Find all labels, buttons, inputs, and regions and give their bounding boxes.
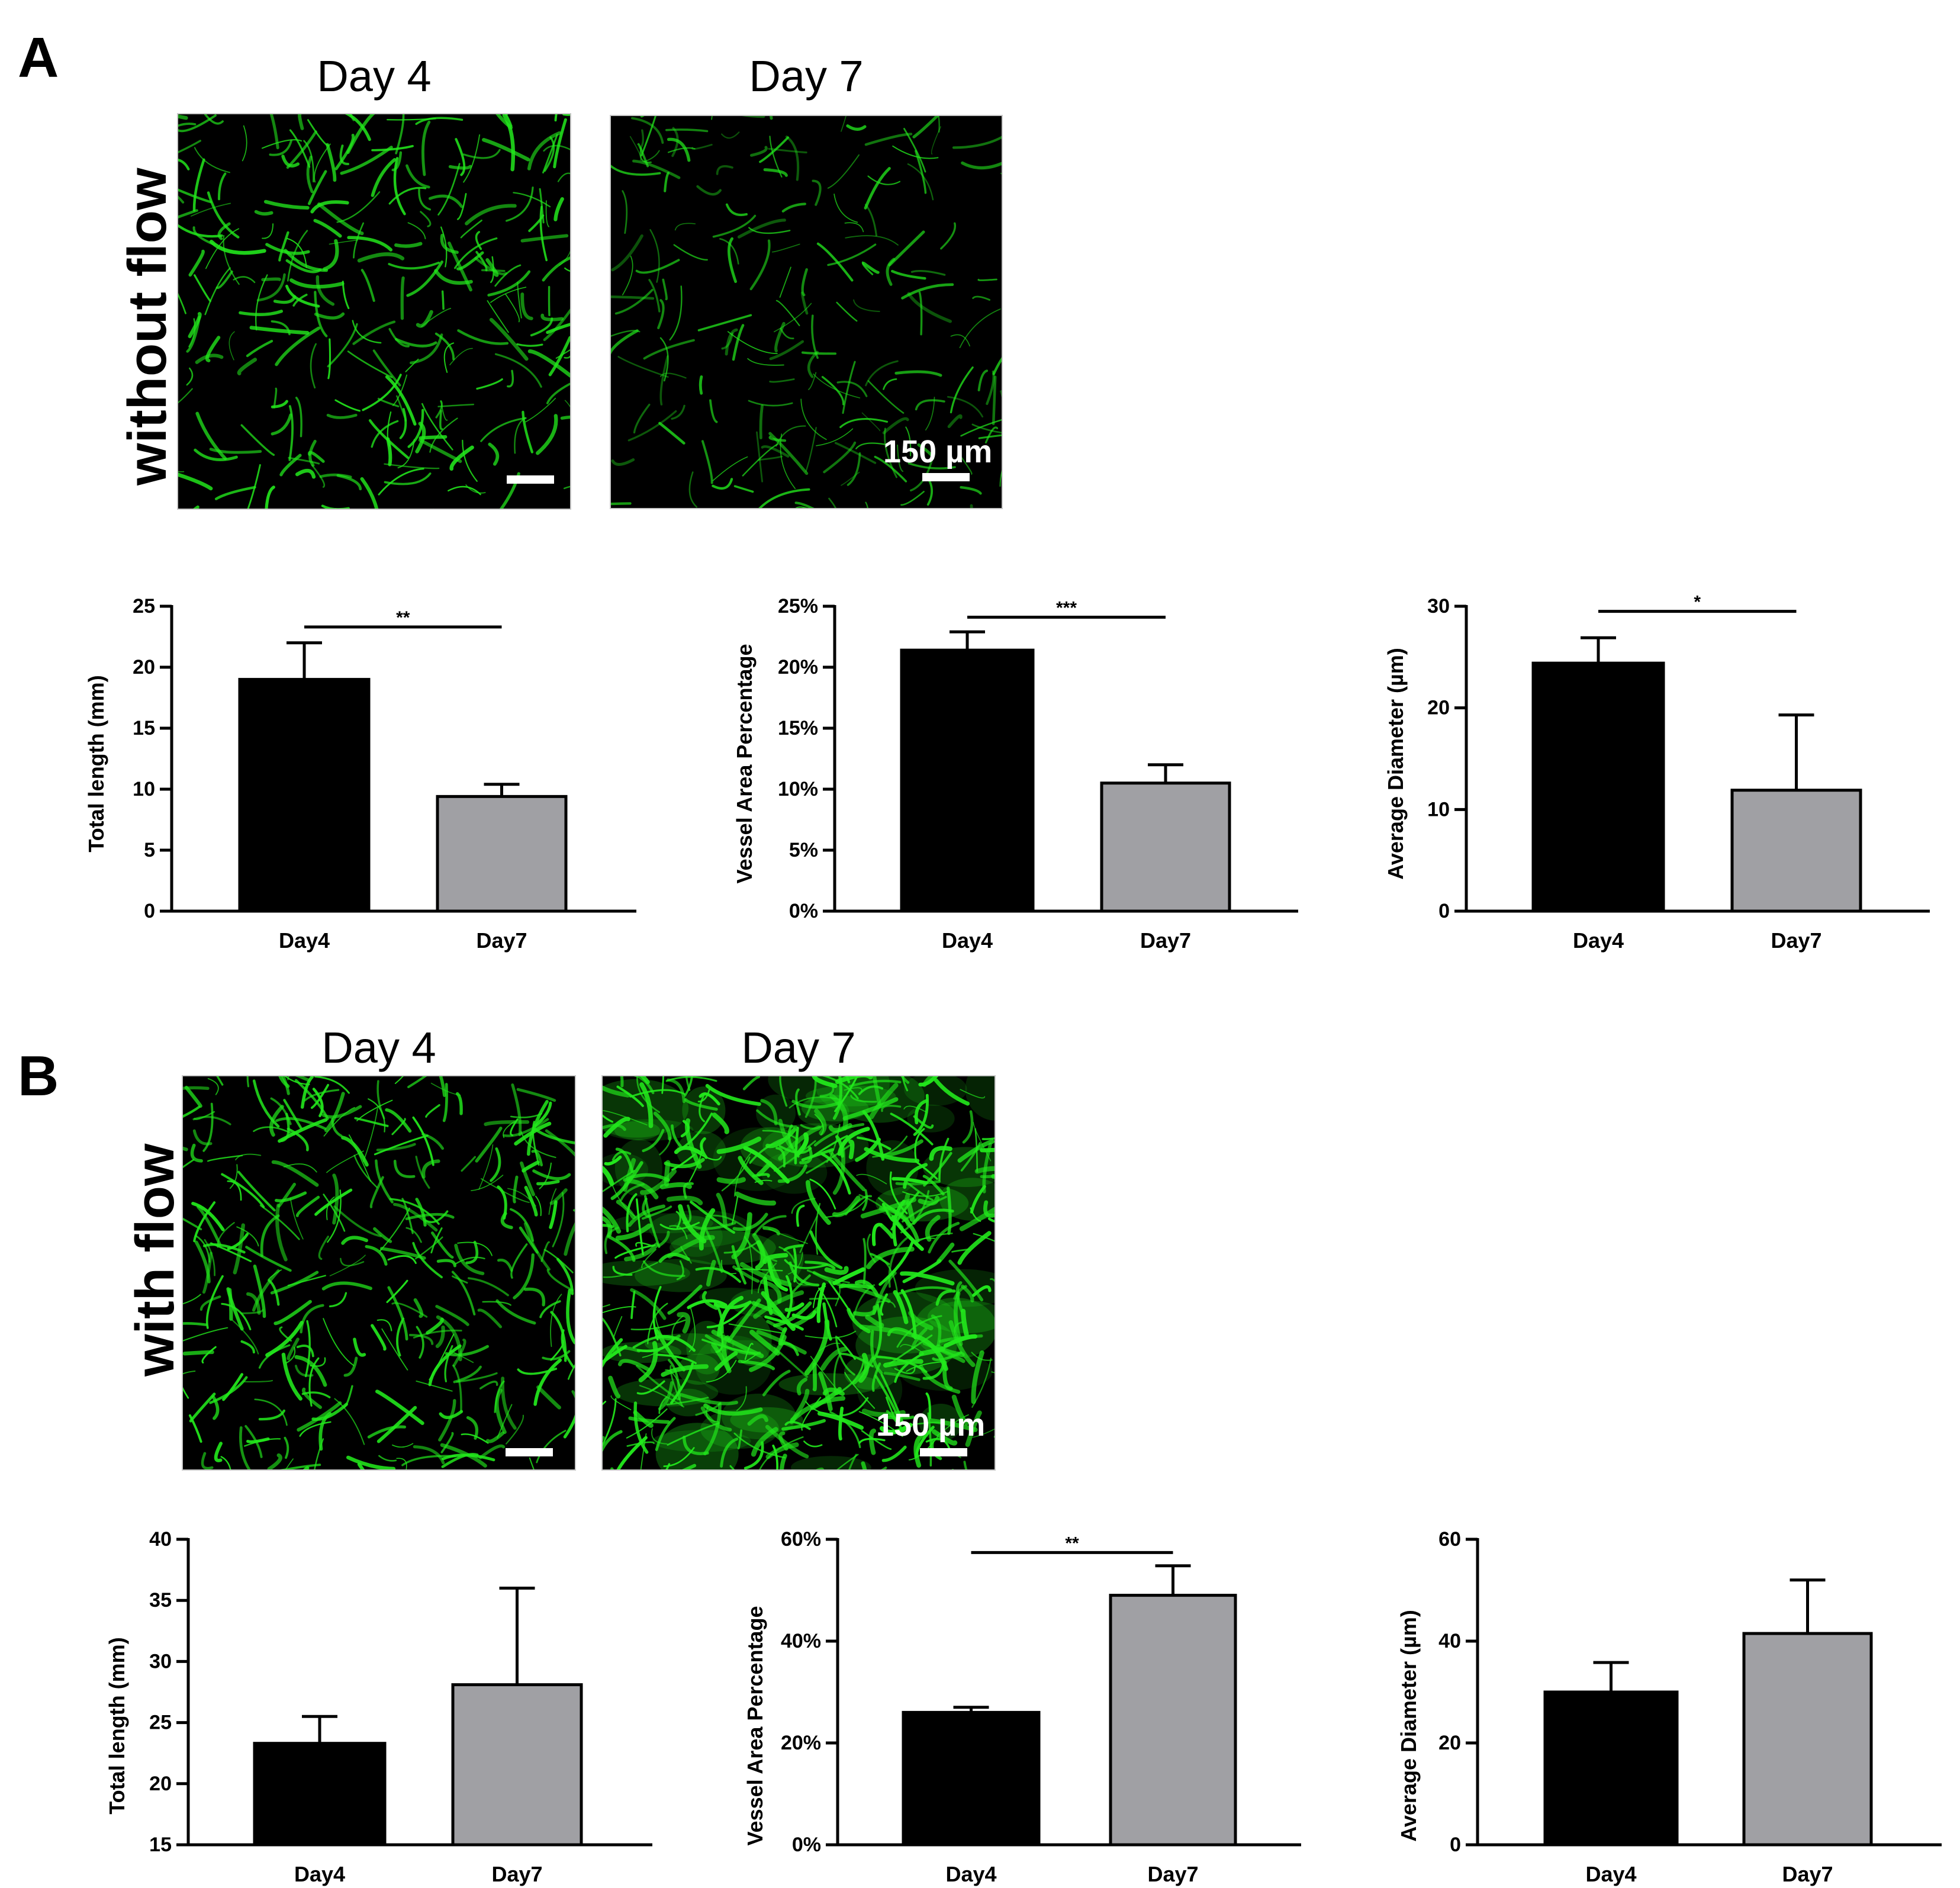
x-tick-label: Day4 [1573,928,1624,953]
y-axis-label: Total length (mm) [84,675,108,852]
y-tick-label: 40 [149,1528,172,1551]
y-tick-label: 0% [789,900,818,922]
micrograph-b-day7: 150 µm [601,1075,996,1471]
y-axis-label: Vessel Area Percentage [732,644,757,884]
micrograph-b-day4 [182,1075,576,1471]
x-tick-label: Day4 [1585,1862,1636,1886]
y-tick-label: 25 [149,1712,172,1734]
y-tick-label: 60 [1438,1528,1461,1551]
panel-letter-b: B [18,1044,59,1108]
image-title-b-day7: Day 7 [741,1023,856,1072]
image-title-a-day4: Day 4 [317,52,432,101]
y-tick-label: 0 [144,900,155,922]
x-tick-label: Day7 [1147,1862,1198,1886]
y-tick-label: 20% [778,656,818,678]
bar-day7 [1100,781,1231,913]
y-tick-label: 0 [1438,900,1450,922]
y-axis-label: Average Diameter (µm) [1383,648,1408,880]
x-tick-label: Day7 [1782,1862,1833,1886]
bar-day4 [900,648,1035,913]
scale-bar [507,475,554,484]
bar-day7 [451,1683,583,1847]
y-tick-label: 20 [1438,1732,1461,1754]
y-tick-label: 40 [1438,1630,1461,1652]
y-tick-label: 15 [133,717,155,739]
x-tick-label: Day7 [1771,928,1821,953]
bar-day4 [253,1742,387,1847]
micrograph-a-day4 [177,113,571,510]
bar-day4 [238,678,371,913]
panel-letter-a: A [18,26,59,89]
y-tick-label: 5 [144,839,155,861]
y-tick-label: 5% [789,839,818,861]
y-tick-label: 0% [792,1834,821,1856]
y-tick-label: 40% [781,1630,821,1652]
bar-day7 [436,795,568,913]
y-tick-label: 10% [778,778,818,800]
bar-day4 [1531,661,1665,913]
significance-marker: ** [396,608,410,628]
x-tick-label: Day4 [945,1862,996,1886]
x-tick-label: Day4 [279,928,330,953]
bar-day7 [1109,1594,1237,1847]
y-tick-label: 20 [133,656,155,678]
y-tick-label: 25% [778,595,818,617]
scale-bar [920,1448,967,1456]
y-tick-label: 0 [1450,1834,1461,1856]
x-tick-label: Day7 [1140,928,1191,953]
x-tick-label: Day4 [294,1862,345,1886]
bar-day7 [1730,789,1862,913]
x-tick-label: Day7 [476,928,527,953]
fluorescence-texture [178,114,570,509]
scale-bar [506,1448,553,1456]
scale-bar-label: 150 µm [883,434,993,469]
scale-bar-label: 150 µm [876,1407,986,1443]
y-tick-label: 30 [149,1650,172,1672]
x-tick-label: Day7 [491,1862,542,1886]
y-tick-label: 15% [778,717,818,739]
y-tick-label: 35 [149,1589,172,1612]
bar-day4 [1543,1690,1679,1847]
y-axis-label: Total length (mm) [105,1637,129,1814]
scale-bar [922,473,970,481]
y-tick-label: 15 [149,1834,172,1856]
y-tick-label: 20% [781,1732,821,1754]
image-title-a-day7: Day 7 [749,52,864,101]
y-axis-label: Average Diameter (µm) [1396,1610,1421,1842]
y-axis-label: Vessel Area Percentage [743,1606,767,1846]
bar-day4 [902,1710,1041,1847]
significance-marker: * [1694,593,1701,612]
x-tick-label: Day4 [942,928,993,953]
bar-day7 [1742,1632,1873,1847]
micrograph-a-day7: 150 µm [610,115,1003,509]
y-tick-label: 60% [781,1528,821,1551]
image-title-b-day4: Day 4 [321,1023,436,1072]
row-label-with-flow: with flow [125,1143,185,1376]
fluorescence-texture [183,1076,575,1469]
significance-marker: ** [1065,1533,1079,1553]
y-tick-label: 20 [149,1773,172,1795]
significance-marker: *** [1056,599,1077,618]
y-tick-label: 30 [1427,595,1450,617]
fluorescence-texture [603,1076,995,1469]
y-tick-label: 10 [133,778,155,800]
fluorescence-texture [611,116,1002,508]
y-tick-label: 25 [133,595,155,617]
y-tick-label: 20 [1427,697,1450,719]
y-tick-label: 10 [1427,798,1450,821]
